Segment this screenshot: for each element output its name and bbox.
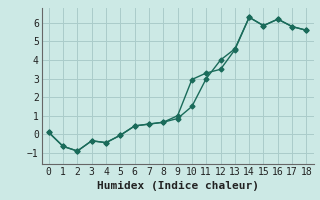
X-axis label: Humidex (Indice chaleur): Humidex (Indice chaleur) <box>97 181 259 191</box>
